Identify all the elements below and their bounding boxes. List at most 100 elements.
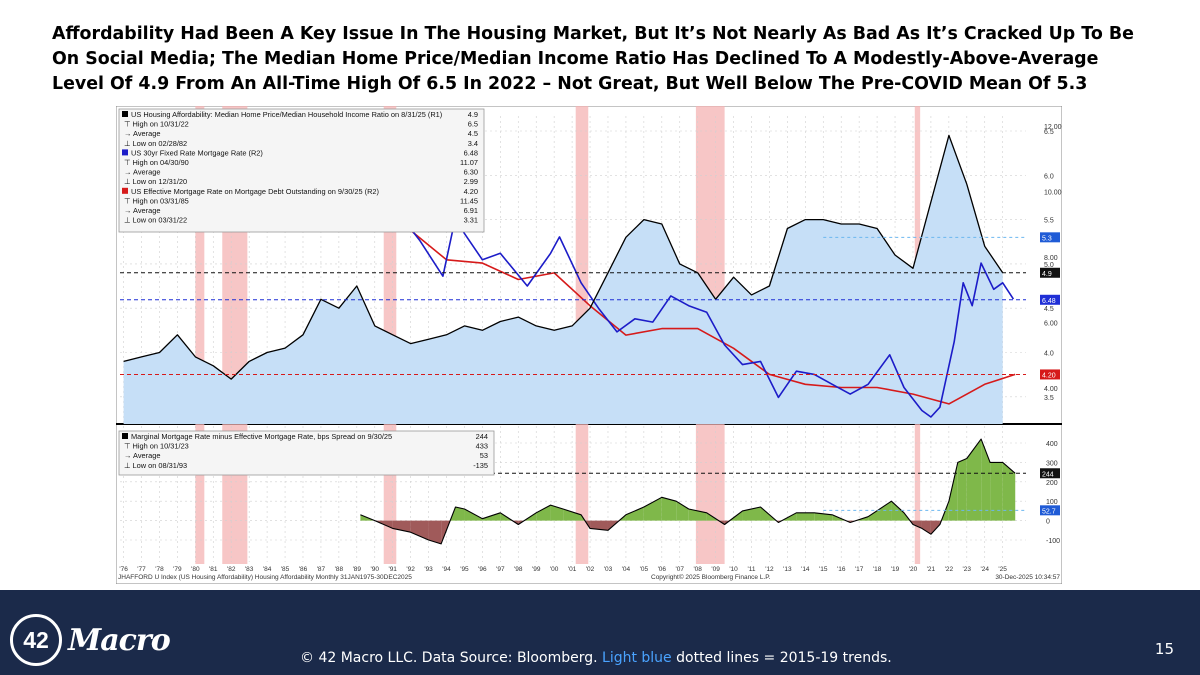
spread-line: [360, 438, 1016, 545]
upper-legend-value-1: 6.5: [468, 120, 478, 129]
x-tick-7: '83: [245, 566, 254, 573]
spread-seg-43: [1002, 462, 1016, 521]
lower-tag-bg-1: [1040, 505, 1060, 516]
x-tick-37: '13: [783, 566, 792, 573]
upper-legend-label-2: → Average: [124, 129, 160, 138]
x-tick-25: '01: [568, 566, 577, 573]
ratio-area-fill: [123, 135, 1003, 424]
x-tick-31: '07: [676, 566, 685, 573]
value-tags: 5.3 4.9 6.48 4.20 244 52.7: [1040, 232, 1060, 516]
x-tick-30: '06: [658, 566, 667, 573]
x-tick-45: '21: [927, 566, 936, 573]
spread-seg-34: [912, 520, 922, 529]
x-tick-36: '12: [765, 566, 774, 573]
spread-seg-11: [536, 505, 551, 521]
x-tick-32: '08: [693, 566, 702, 573]
spread-seg-32: [891, 501, 905, 521]
upper-legend-label-1: ⊤ High on 10/31/22: [124, 120, 189, 129]
x-tick-43: '19: [891, 566, 900, 573]
spread-seg-26b: [782, 512, 797, 521]
brand-logo: 42 Macro: [10, 614, 171, 666]
r2-tick-1: 10.00: [1044, 190, 1062, 197]
upper-legend-label-0: US Housing Affordability: Median Home Pr…: [131, 110, 442, 119]
upper-legend: US Housing Affordability: Median Home Pr…: [118, 108, 485, 233]
x-tick-17: '93: [424, 566, 433, 573]
lower-legend: Marginal Mortgage Rate minus Effective M…: [118, 430, 495, 476]
lower-legend-value-2: 53: [480, 451, 488, 460]
spread-seg-25a: [760, 507, 777, 521]
spread-seg-22a: [706, 512, 719, 521]
r2-tick-0: 12.00: [1044, 124, 1062, 131]
x-tick-24: '00: [550, 566, 559, 573]
x-tick-44: '20: [909, 566, 918, 573]
spread-seg-41: [981, 439, 991, 521]
lower-tick-0: 400: [1046, 441, 1058, 448]
spread-seg-38: [948, 462, 958, 521]
x-tick-2: '78: [155, 566, 164, 573]
lower-tick-5: -100: [1046, 538, 1060, 545]
value-tag-3: 4.20: [1042, 372, 1056, 379]
lower-legend-marker-0: [122, 433, 128, 439]
r1-tick-3: 5.0: [1044, 262, 1054, 269]
lower-tick-1: 300: [1046, 460, 1058, 467]
x-tick-19: '95: [460, 566, 469, 573]
x-tick-14: '90: [371, 566, 380, 573]
title-line-1: Affordability Had Been A Key Issue In Th…: [52, 24, 1134, 44]
upper-legend-label-9: ⊤ High on 03/31/85: [124, 196, 189, 205]
title-line-3: Level Of 4.9 From An All-Time High Of 6.…: [52, 74, 1088, 94]
upper-legend-value-7: 2.99: [464, 177, 478, 186]
title-line-2: On Social Media; The Median Home Price/M…: [52, 49, 1099, 69]
lower-legend-label-1: ⊤ High on 10/31/23: [124, 442, 189, 451]
upper-legend-value-0: 4.9: [468, 110, 478, 119]
value-tag-2: 6.48: [1042, 298, 1056, 305]
r1-tick-6: 3.5: [1044, 395, 1054, 402]
value-tag-bg-0: [1040, 232, 1060, 243]
spread-seg-10b: [524, 512, 537, 521]
x-tick-40: '16: [837, 566, 846, 573]
x-tick-49: '25: [998, 566, 1007, 573]
lower-tag-0: 244: [1042, 471, 1054, 478]
spread-seg-19: [661, 497, 677, 521]
x-tick-38: '14: [801, 566, 810, 573]
upper-legend-label-5: ⊤ High on 04/30/90: [124, 158, 189, 167]
lower-legend-value-1: 433: [476, 442, 488, 451]
value-tag-0: 5.3: [1042, 235, 1052, 242]
value-tag-bg-3: [1040, 369, 1060, 380]
x-tick-6: '82: [227, 566, 236, 573]
lower-tick-4: 0: [1046, 519, 1050, 526]
x-tick-12: '88: [335, 566, 344, 573]
upper-legend-marker-0: [122, 111, 128, 117]
value-tag-1: 4.9: [1042, 271, 1052, 278]
price-income-ratio-line: [123, 134, 1004, 380]
spread-seg-27: [796, 512, 815, 521]
spread-seg-13: [563, 508, 582, 521]
x-tick-9: '85: [281, 566, 290, 573]
upper-legend-value-11: 3.31: [464, 216, 478, 225]
x-tick-11: '87: [317, 566, 326, 573]
axes: 6.5 6.0 5.5 5.0 4.5 4.0 3.5 12.00 10.00 8.00 6.00 4…: [119, 124, 1061, 573]
r1-tick-5: 4.0: [1044, 351, 1054, 358]
lower-legend-label-2: → Average: [124, 451, 160, 460]
x-tick-21: '97: [496, 566, 505, 573]
x-tick-35: '11: [748, 566, 756, 573]
spread-seg-12: [550, 505, 564, 521]
x-tick-47: '23: [963, 566, 972, 573]
upper-legend-label-6: → Average: [124, 168, 160, 177]
x-tick-46: '22: [945, 566, 954, 573]
r1-tick-4: 4.5: [1044, 306, 1054, 313]
upper-legend-value-5: 11.07: [460, 158, 478, 167]
upper-legend-label-11: ⊥ Low on 03/31/22: [124, 216, 187, 225]
value-tag-bg-1: [1040, 267, 1060, 278]
upper-legend-value-8: 4.20: [464, 187, 478, 196]
slide-title: Affordability Had Been A Key Issue In Th…: [52, 22, 1152, 97]
x-tick-26: '02: [586, 566, 595, 573]
x-tick-10: '86: [299, 566, 308, 573]
spread-seg-9a: [500, 512, 513, 521]
x-tick-13: '89: [353, 566, 362, 573]
r2-tick-2: 8.00: [1044, 255, 1058, 262]
spread-seg-42: [990, 462, 1003, 521]
logo-word: Macro: [68, 622, 171, 658]
r2-tick-4: 4.00: [1044, 386, 1058, 393]
upper-legend-label-4: US 30yr Fixed Rate Mortgage Rate (R2): [131, 148, 263, 157]
spread-seg-39: [957, 458, 967, 521]
